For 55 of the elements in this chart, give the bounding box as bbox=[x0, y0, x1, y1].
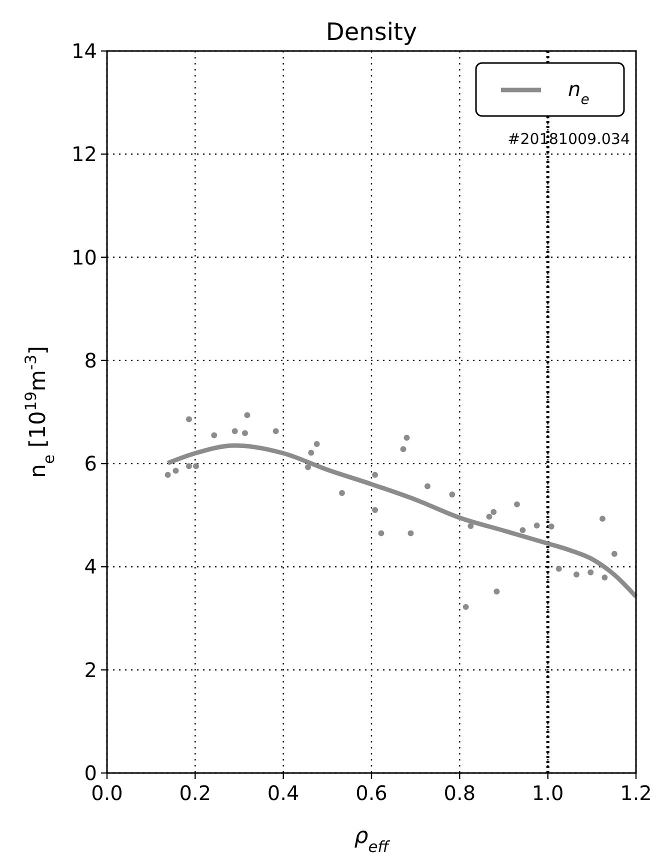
y-tick-label: 2 bbox=[84, 658, 97, 682]
y-tick-label: 10 bbox=[72, 245, 97, 270]
point bbox=[186, 463, 192, 470]
point bbox=[193, 463, 200, 470]
x-axis-title: ρ$_{eff}$ bbox=[354, 824, 391, 856]
x-tick-label: 1.0 bbox=[532, 781, 564, 805]
point bbox=[514, 501, 520, 508]
point bbox=[449, 492, 456, 498]
point bbox=[486, 514, 492, 520]
x-tick-label: 1.2 bbox=[620, 781, 652, 805]
x-tick-label: 0.8 bbox=[444, 781, 476, 805]
y-tick-label: 4 bbox=[84, 554, 97, 579]
point bbox=[372, 472, 378, 478]
legend-label: n$_{e}$ bbox=[568, 77, 590, 108]
point bbox=[548, 523, 554, 530]
point bbox=[520, 527, 526, 534]
point bbox=[534, 522, 540, 528]
point bbox=[462, 604, 469, 610]
point bbox=[338, 490, 345, 496]
point bbox=[164, 472, 171, 478]
line-series bbox=[166, 443, 638, 599]
point bbox=[494, 588, 500, 594]
point bbox=[314, 440, 320, 447]
point bbox=[599, 516, 606, 522]
y-tick-label: 6 bbox=[84, 452, 97, 476]
point bbox=[186, 416, 192, 422]
point bbox=[588, 569, 594, 576]
point bbox=[372, 506, 378, 513]
point bbox=[242, 430, 248, 436]
annotation: #20181009.034 bbox=[508, 130, 630, 148]
point bbox=[232, 428, 238, 434]
point bbox=[602, 574, 608, 581]
point bbox=[424, 483, 430, 490]
point bbox=[556, 566, 562, 572]
point bbox=[573, 571, 580, 578]
point bbox=[468, 522, 474, 529]
y-tick-label: 12 bbox=[72, 142, 97, 166]
point bbox=[272, 428, 279, 434]
point bbox=[404, 434, 410, 441]
x-tick-label: 0.6 bbox=[356, 781, 388, 805]
point bbox=[305, 464, 312, 470]
point bbox=[490, 509, 497, 516]
chart-title: Density bbox=[326, 18, 418, 46]
y-tick-label: 8 bbox=[84, 348, 97, 372]
point bbox=[308, 450, 314, 456]
point bbox=[211, 432, 218, 438]
x-tick-label: 0.4 bbox=[267, 781, 300, 805]
y-tick-label: 14 bbox=[72, 39, 97, 63]
point bbox=[400, 446, 406, 452]
point bbox=[378, 530, 384, 536]
point bbox=[244, 412, 250, 418]
point bbox=[172, 468, 179, 474]
x-tick-label: 0.2 bbox=[179, 781, 212, 805]
point bbox=[408, 530, 414, 536]
point bbox=[611, 550, 618, 557]
